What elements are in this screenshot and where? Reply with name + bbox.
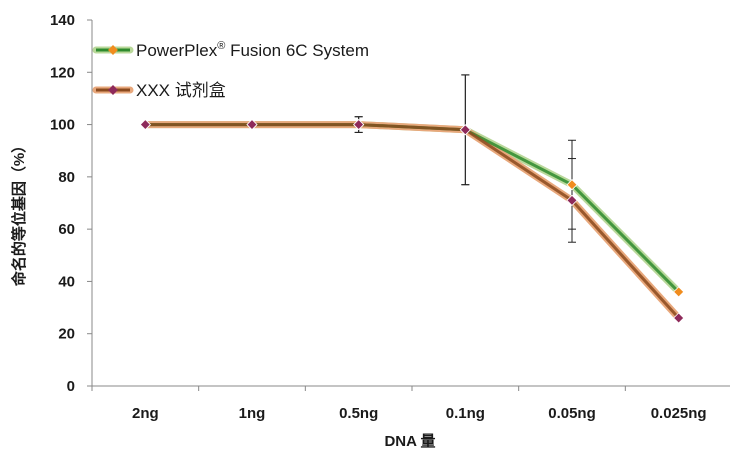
series-layer [141, 121, 683, 322]
series-line-halo-0 [141, 121, 683, 296]
legend: PowerPlex® Fusion 6C System XXX 试剂盒 [92, 40, 369, 100]
legend-marker-xxx [108, 85, 118, 95]
data-point-series-1 [459, 124, 471, 136]
y-tick-label: 80 [58, 169, 75, 186]
marker-layer [139, 119, 685, 324]
legend-item-xxx: XXX 试剂盒 [92, 81, 226, 100]
y-tick-label: 100 [50, 117, 75, 134]
data-point-series-1 [673, 312, 685, 324]
legend-label-powerplex: PowerPlex® Fusion 6C System [136, 40, 369, 60]
data-point-series-1 [566, 194, 578, 206]
data-point-series-0 [673, 286, 685, 298]
data-point-series-1 [353, 119, 365, 131]
y-tick-label: 20 [58, 326, 75, 343]
errorbar-layer [354, 74, 576, 243]
x-tick-label: 0.1ng [446, 405, 485, 422]
series-line-1 [145, 123, 680, 320]
x-tick-label: 0.5ng [339, 405, 378, 422]
series-line-halo-1 [141, 121, 683, 322]
x-tick-label: 0.025ng [651, 405, 707, 422]
legend-item-powerplex: PowerPlex® Fusion 6C System [92, 40, 369, 60]
y-tick-label: 0 [67, 378, 75, 395]
x-tick-label: 1ng [239, 405, 266, 422]
x-tick-label: 2ng [132, 405, 159, 422]
legend-label-powerplex-sup: ® [217, 40, 225, 52]
y-tick-label: 60 [58, 221, 75, 238]
data-point-series-1 [139, 119, 151, 131]
data-point-series-0 [566, 179, 578, 191]
legend-label-powerplex-main: PowerPlex [136, 41, 218, 60]
y-tick-label: 40 [58, 273, 75, 290]
legend-label-xxx: XXX 试剂盒 [136, 81, 226, 100]
y-tick-label: 140 [50, 12, 75, 29]
y-axis-title: 命名的等位基因（%） [10, 138, 28, 287]
y-ticks: 0 20 40 60 80 100 120 140 [50, 12, 92, 395]
axes [91, 20, 730, 387]
data-point-series-1 [246, 119, 258, 131]
y-tick-label: 120 [50, 64, 75, 81]
legend-label-powerplex-rest: Fusion 6C System [225, 41, 369, 60]
x-axis-title: DNA 量 [384, 433, 435, 450]
legend-marker-powerplex [108, 45, 118, 55]
x-ticks: 2ng 1ng 0.5ng 0.1ng 0.05ng 0.025ng [91, 386, 707, 422]
x-tick-label: 0.05ng [548, 405, 596, 422]
